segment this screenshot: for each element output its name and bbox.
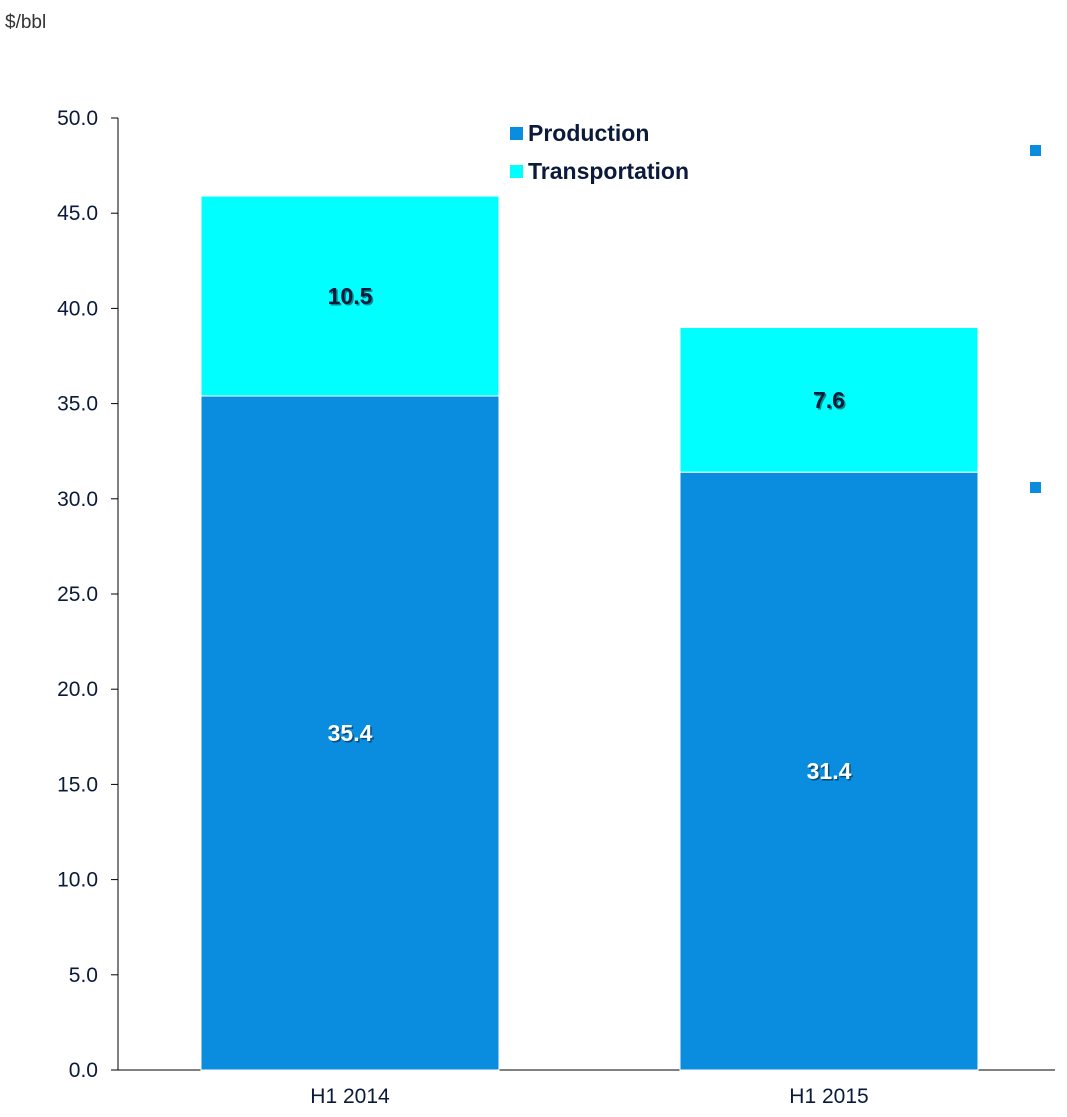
y-tick-label: 15.0 (57, 773, 98, 796)
legend-label: Transportation (528, 158, 689, 184)
data-label-shadow: 35.4 (329, 721, 374, 747)
y-tick-label: 35.0 (57, 393, 98, 416)
y-unit-label: $/bbl (5, 12, 47, 33)
side-bullet-marker-2 (1030, 482, 1041, 493)
data-label-shadow: 31.4 (808, 760, 853, 786)
data-label: 10.5 (328, 283, 373, 309)
y-tick-label: 25.0 (57, 583, 98, 606)
bar-segment-production (200, 395, 500, 1071)
side-bullet-marker-1 (1030, 145, 1041, 156)
x-tick-label: H1 2015 (789, 1085, 868, 1108)
y-tick-label: 40.0 (57, 297, 98, 320)
bars: 35.435.410.510.531.431.47.67.6 (200, 195, 979, 1071)
data-label: 7.6 (813, 387, 845, 413)
y-tick-label: 10.0 (57, 869, 98, 892)
legend-label: Production (528, 120, 649, 146)
legend-swatch-transportation (510, 165, 523, 178)
y-tick-label: 0.0 (69, 1059, 98, 1082)
data-label: 35.4 (328, 720, 373, 746)
data-label-shadow: 10.5 (329, 285, 374, 311)
legend: Production Transportation (510, 120, 689, 184)
bar-segment-transportation (679, 326, 979, 473)
y-tick-label: 30.0 (57, 488, 98, 511)
bar-segment-production (679, 471, 979, 1071)
bar-segment-transportation (200, 195, 500, 397)
legend-swatch-production (510, 127, 523, 140)
data-label-shadow: 7.6 (815, 388, 847, 414)
y-tick-label: 5.0 (69, 964, 98, 987)
y-tick-label: 50.0 (57, 107, 98, 130)
x-tick-label: H1 2014 (310, 1085, 390, 1108)
y-tick-label: 45.0 (57, 202, 98, 225)
x-axis: H1 2014 H1 2015 (118, 1069, 1055, 1108)
data-label: 31.4 (807, 758, 852, 784)
y-axis: 0.0 5.0 10.0 15.0 20.0 25.0 30.0 35.0 40.0 45.0 50… (57, 107, 119, 1082)
y-tick-label: 20.0 (57, 678, 98, 701)
